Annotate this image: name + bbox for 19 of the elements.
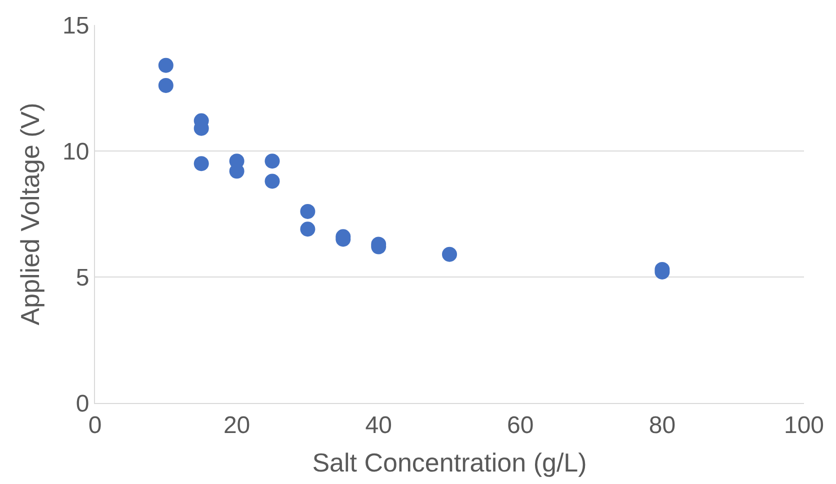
point: [158, 78, 174, 93]
x-tick-label: 80: [648, 412, 676, 439]
x-tick-label: 100: [784, 412, 824, 439]
x-tick-label: 20: [223, 412, 250, 439]
point: [194, 156, 209, 172]
y-axis-title: Applied Voltage (V): [14, 102, 45, 326]
y-tick-label: 10: [62, 138, 90, 166]
y-tick-label: 5: [76, 264, 90, 292]
y-tick-label: 0: [76, 390, 90, 418]
x-tick-label: 60: [507, 412, 534, 439]
point: [158, 58, 174, 73]
point: [264, 154, 280, 169]
point: [300, 222, 316, 237]
point: [264, 174, 280, 189]
x-axis-title: Salt Concentration (g/L): [312, 448, 587, 478]
point: [442, 246, 457, 262]
point: [300, 204, 316, 219]
y-tick-label: 15: [62, 12, 90, 40]
x-tick-label: 40: [365, 412, 392, 439]
